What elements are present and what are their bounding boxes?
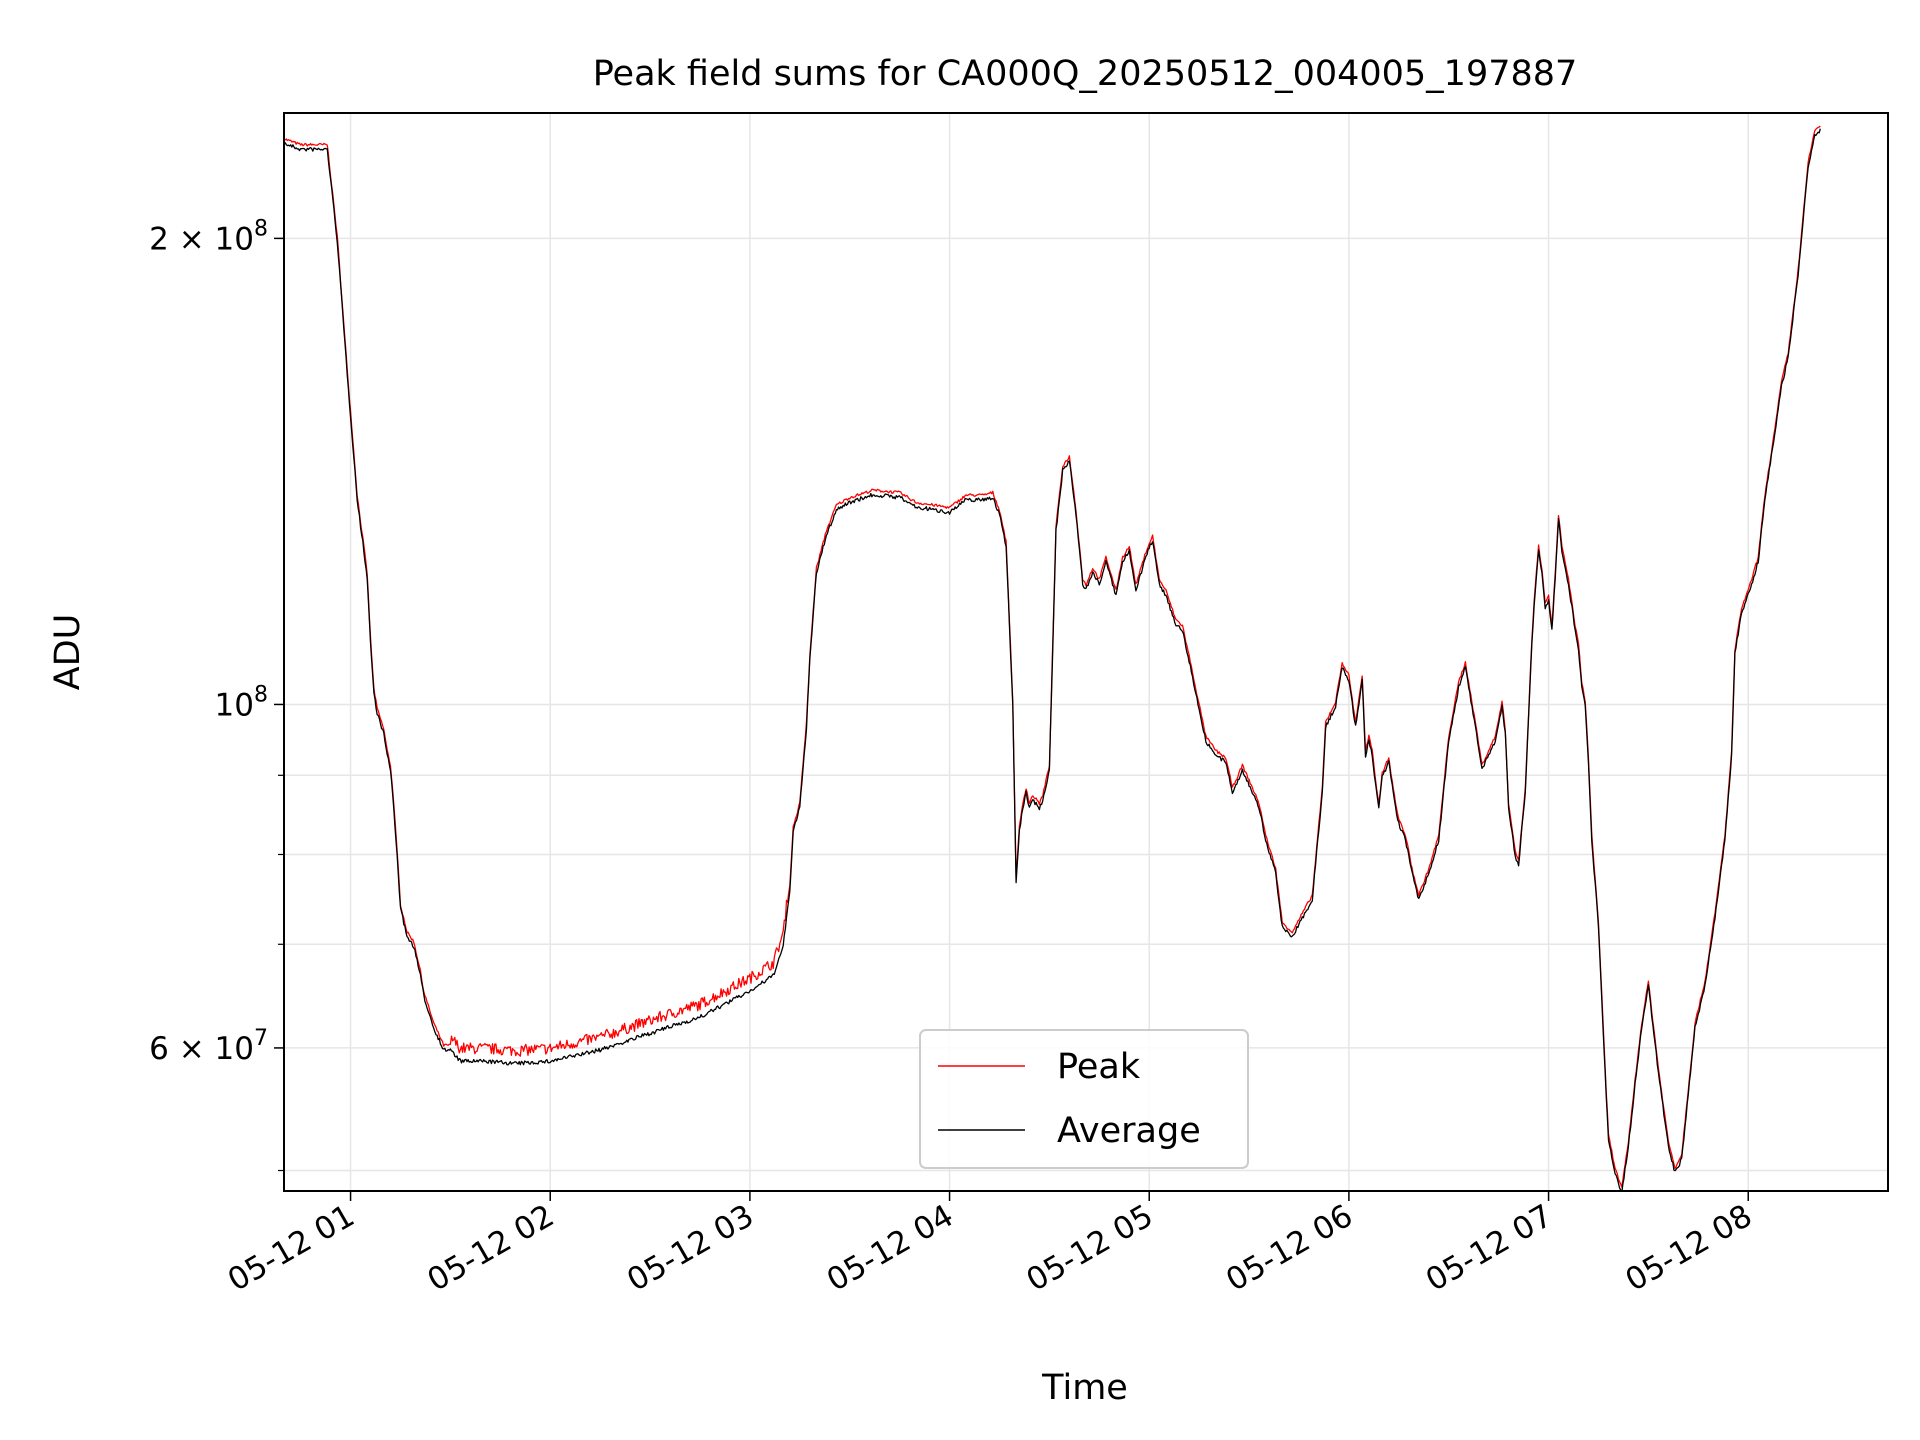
series-line-average	[284, 128, 1821, 1191]
grid-x	[349, 113, 1749, 1191]
x-axis-label: Time	[1041, 1368, 1128, 1408]
legend-box	[919, 1029, 1249, 1169]
y-tick-label: 6 × 107	[149, 1026, 268, 1067]
y-tick-label: 2 × 108	[149, 216, 268, 257]
y-axis-label: ADU	[48, 614, 88, 691]
legend-label-average: Average	[1057, 1111, 1201, 1151]
chart-title: Peak field sums for CA000Q_20250512_0040…	[593, 54, 1578, 94]
legend: Peak Average	[919, 1029, 1249, 1169]
y-axis-ticks: 108 2 × 108 6 × 107	[149, 216, 284, 1172]
y-tick-label: 108	[215, 682, 268, 723]
plot-frame	[283, 112, 1889, 1192]
plot-lines	[284, 125, 1821, 1191]
legend-label-peak: Peak	[1057, 1047, 1141, 1087]
